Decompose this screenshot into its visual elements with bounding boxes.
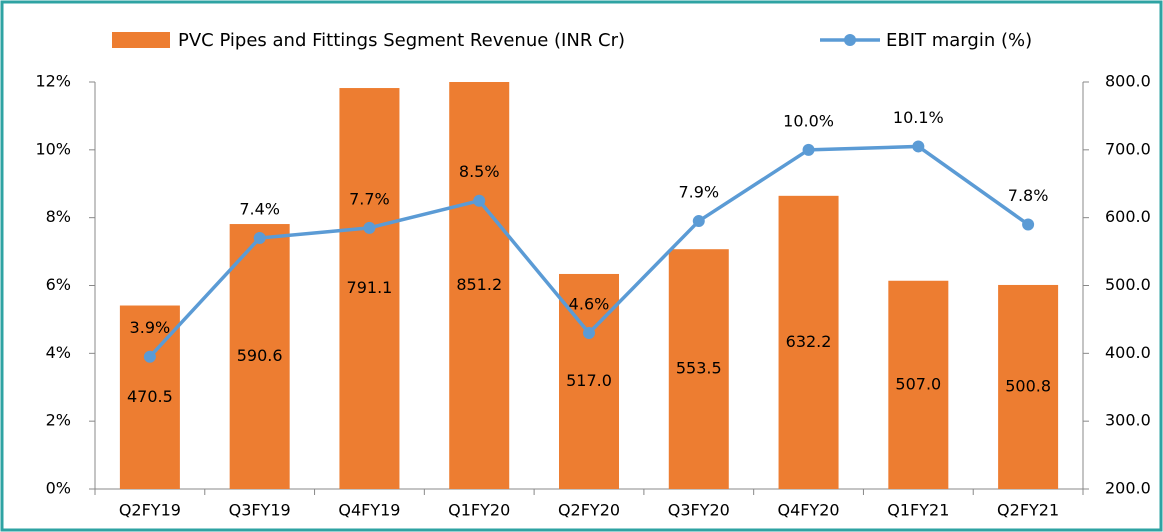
point [802,143,815,156]
y2-tick-label: 200.0 [1105,479,1151,498]
x-tick-label: Q3FY19 [229,501,291,520]
y-tick-label: 2% [46,411,71,430]
point [363,221,376,234]
y2-tick-label: 300.0 [1105,411,1151,430]
point [692,215,705,228]
point [912,140,925,153]
point-label: 3.9% [130,318,171,337]
legend-label: EBIT margin (%) [886,30,1032,51]
x-tick-label: Q2FY21 [997,501,1059,520]
y2-tick-label: 500.0 [1105,275,1151,294]
point [253,232,266,245]
point-label: 8.5% [459,162,500,181]
bar [449,82,510,489]
bar-label: 553.5 [676,359,722,378]
x-tick-label: Q4FY20 [778,501,840,520]
point-label: 10.1% [893,108,944,127]
y-tick-label: 12% [35,72,71,91]
y2-tick-label: 700.0 [1105,139,1151,158]
x-tick-label: Q1FY21 [887,501,949,520]
x-tick-label: Q3FY20 [668,501,730,520]
legend-label: PVC Pipes and Fittings Segment Revenue (… [178,30,625,51]
point-label: 7.7% [349,189,390,208]
x-tick-label: Q1FY20 [448,501,510,520]
bar [668,249,729,489]
y2-tick-label: 400.0 [1105,343,1151,362]
point [1022,218,1035,231]
bar [778,195,839,489]
y2-tick-label: 800.0 [1105,72,1151,91]
point-label: 10.0% [783,111,834,130]
bar-label: 851.2 [456,275,502,294]
bar-label: 590.6 [237,346,283,365]
bar-label: 470.5 [127,387,173,406]
bar-label: 500.8 [1005,376,1051,395]
x-tick-label: Q2FY19 [119,501,181,520]
y-tick-label: 4% [46,343,71,362]
bar-label: 791.1 [347,278,393,297]
bar [888,280,949,489]
y-tick-label: 6% [46,275,71,294]
bar-label: 507.0 [895,374,941,393]
point-label: 4.6% [569,294,610,313]
y-tick-label: 0% [46,479,71,498]
bar-label: 632.2 [786,332,832,351]
y-tick-label: 8% [46,207,71,226]
point [583,326,595,339]
legend-swatch [112,32,170,48]
point-label: 7.8% [1008,186,1049,205]
bar-label: 517.0 [566,371,612,390]
legend: PVC Pipes and Fittings Segment Revenue (… [112,30,1032,51]
x-tick-label: Q2FY20 [558,501,620,520]
legend-marker [844,34,856,46]
bar [339,88,400,489]
bar [998,284,1059,489]
bar [229,224,290,489]
point-label: 7.9% [678,183,719,202]
plot-area [119,82,1059,489]
point-label: 7.4% [239,200,280,219]
y2-tick-label: 600.0 [1105,207,1151,226]
point [473,194,486,207]
y-tick-label: 10% [35,139,71,158]
point [143,350,156,363]
x-tick-label: Q4FY19 [338,501,400,520]
